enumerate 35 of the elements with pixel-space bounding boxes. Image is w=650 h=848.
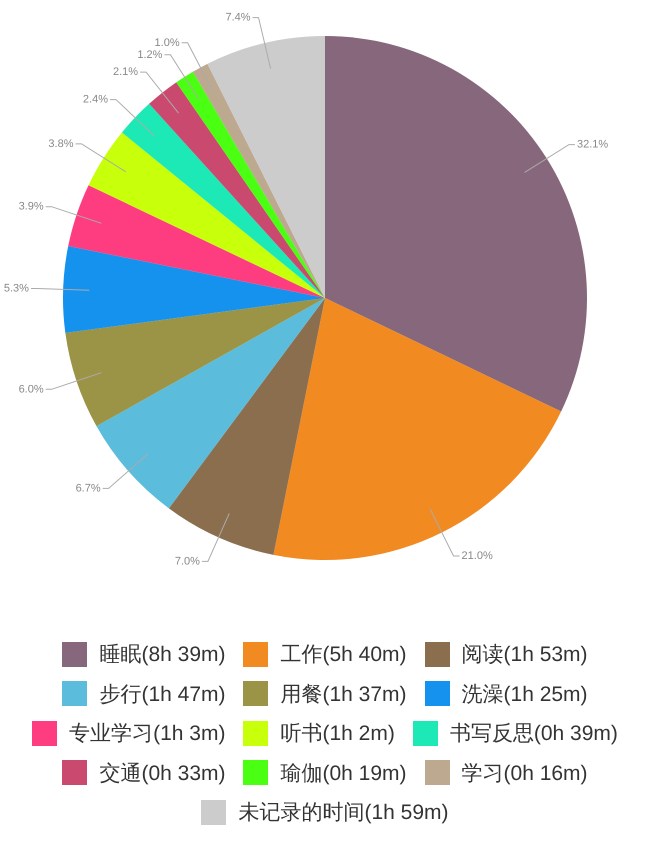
pie-slice [68,185,325,298]
legend-label: 书写反思(0h 39m) [450,721,618,748]
data-label: 1.2% [137,48,163,61]
pie-slice [65,298,325,426]
pie-slice [207,36,325,298]
legend-label: 工作(5h 40m) [280,642,407,668]
legend-label: 用餐(1h 37m) [280,682,407,708]
legend-label: 步行(1h 47m) [99,682,226,708]
data-label: 5.3% [4,282,30,294]
data-label: 6.7% [76,482,101,494]
legend-label: 学习(0h 16m) [462,760,588,787]
pie-slice [168,298,325,555]
data-label: 32.1% [576,138,608,151]
pie-slice [88,132,325,298]
data-label: 7.0% [174,555,200,568]
data-label: 2.1% [112,66,138,78]
data-label: 3.8% [48,138,74,150]
pie-slice [63,246,325,333]
legend-label: 睡眠(8h 39m) [99,642,226,668]
pie-slice [149,82,325,298]
legend-label: 未记录的时间(1h 59m) [238,800,449,826]
legend-label: 洗澡(1h 25m) [462,682,588,708]
data-label: 7.4% [225,12,251,24]
legend-label: 瑜伽(0h 19m) [280,760,407,787]
legend-label: 交通(0h 33m) [99,760,226,787]
data-label: 21.0% [462,550,493,562]
legend-label: 阅读(1h 53m) [462,642,588,668]
data-label: 3.9% [18,200,44,213]
legend-label: 专业学习(1h 3m) [69,721,226,748]
data-label: 6.0% [18,383,44,396]
data-label: 1.0% [154,36,180,49]
pie-slice [273,298,562,560]
pie-slice [122,104,325,298]
legend-label: 听书(1h 2m) [280,721,395,748]
data-label: 2.4% [82,94,108,106]
